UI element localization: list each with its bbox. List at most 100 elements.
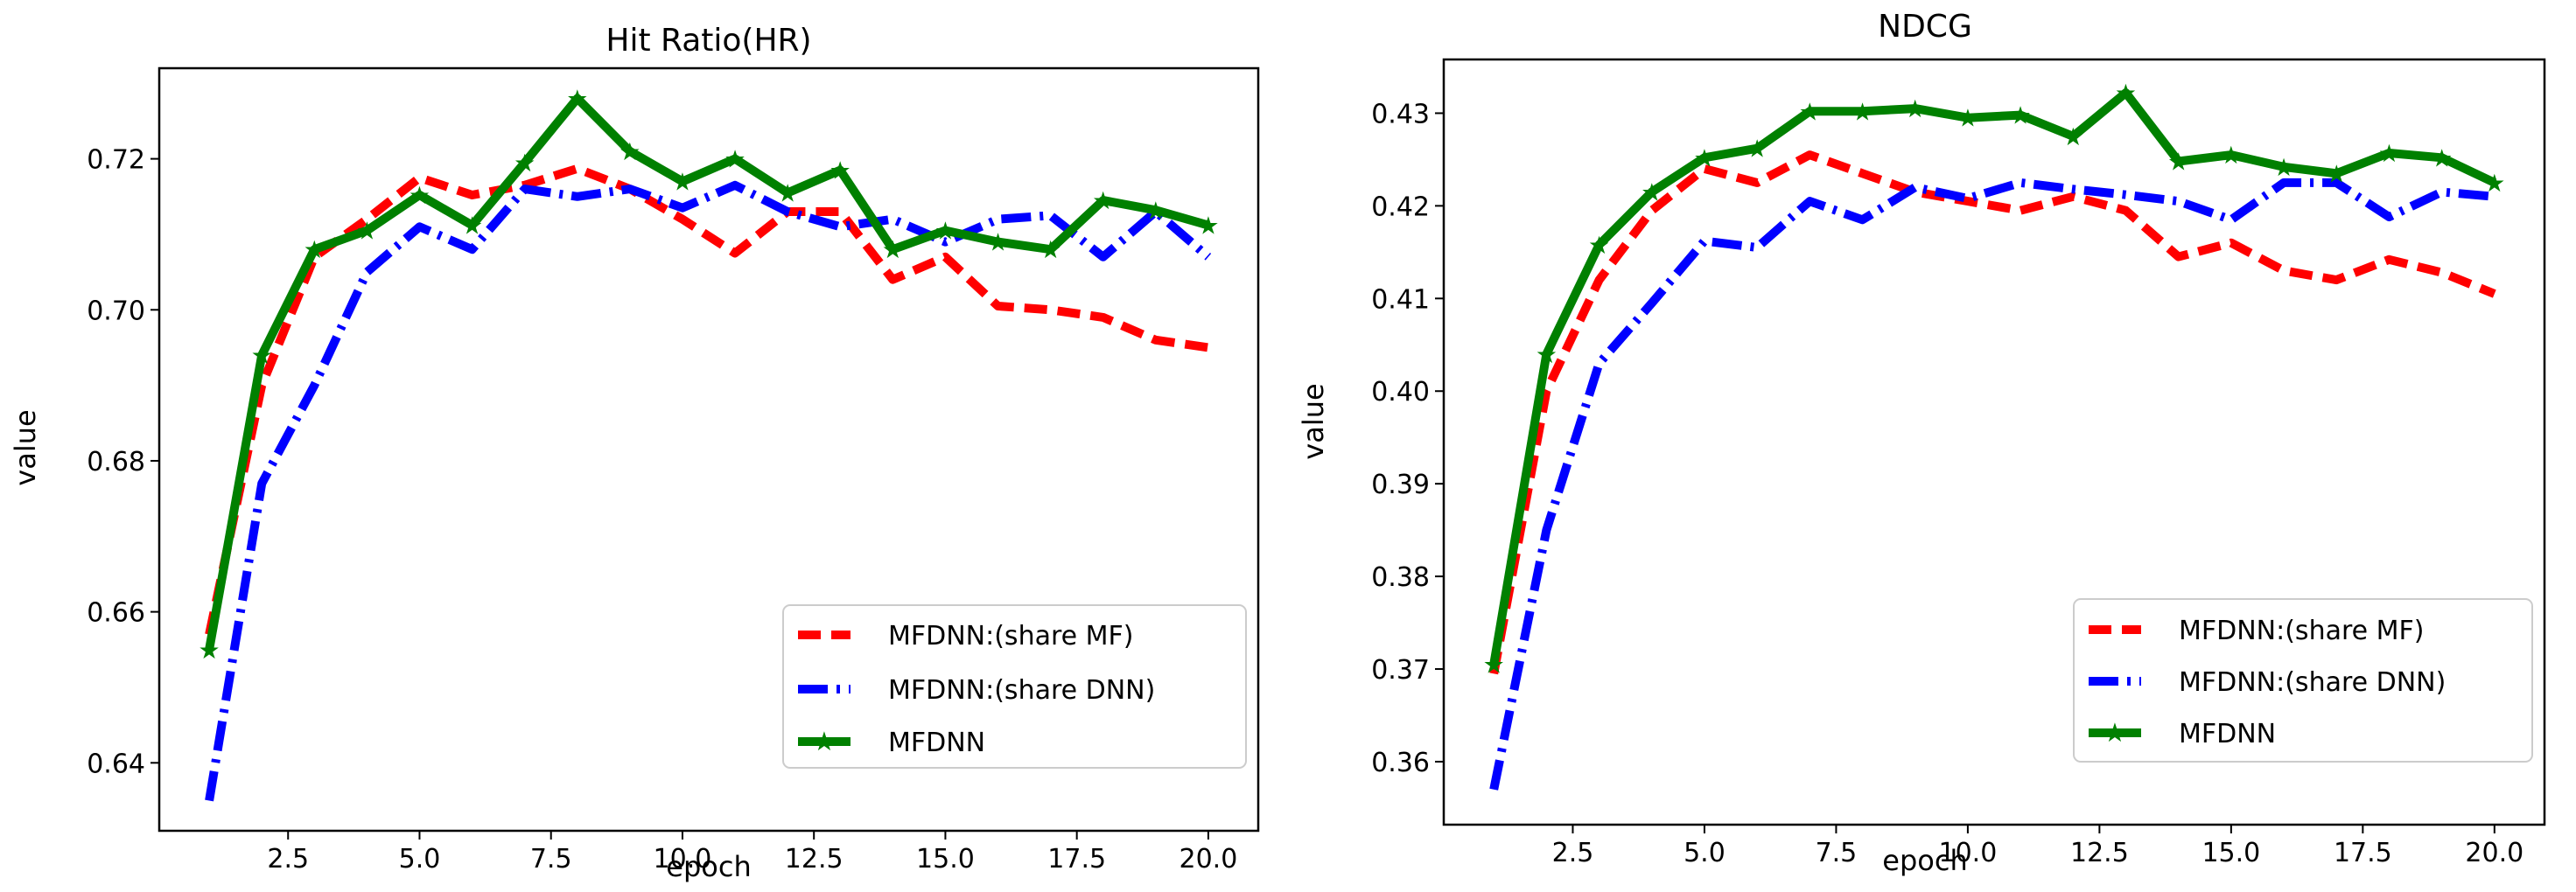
y-tick-label: 0.43 — [1371, 99, 1430, 129]
series-point-marker: ★ — [777, 178, 799, 207]
series-point-marker: ★ — [2483, 169, 2505, 198]
series-point-marker: ★ — [1588, 231, 1610, 260]
x-tick-label: 15.0 — [916, 844, 975, 875]
y-tick-label: 0.68 — [87, 447, 145, 477]
series-point-marker: ★ — [1904, 94, 1926, 123]
series-point-marker: ★ — [1197, 212, 1219, 240]
x-tick-label: 5.0 — [1684, 838, 1726, 868]
x-axis-label: epoch — [1882, 844, 1967, 877]
y-tick-label: 0.72 — [87, 145, 145, 176]
legend-label-share-mf: MFDNN:(share MF) — [888, 621, 1133, 652]
legend: MFDNN:(share MF) MFDNN:(share DNN) ★ MFD… — [2073, 598, 2533, 763]
series-point-marker: ★ — [1040, 235, 1061, 264]
series-point-marker: ★ — [724, 145, 746, 174]
series-point-marker: ★ — [1092, 186, 1114, 215]
legend-label-share-mf: MFDNN:(share MF) — [2179, 616, 2424, 646]
series-point-marker: ★ — [514, 149, 536, 178]
y-tick-label: 0.36 — [1371, 748, 1430, 778]
y-tick-label: 0.64 — [87, 749, 145, 779]
x-axis-label: epoch — [666, 850, 751, 883]
legend-label-share-dnn: MFDNN:(share DNN) — [2179, 667, 2446, 698]
x-tick-label: 12.5 — [2070, 838, 2129, 868]
legend-label-mfdnn: MFDNN — [2179, 719, 2276, 749]
x-tick-label: 17.5 — [1047, 844, 1106, 875]
series-point-marker: ★ — [2378, 139, 2400, 168]
series-point-marker: ★ — [1483, 651, 1505, 679]
x-tick-label: 2.5 — [267, 844, 309, 875]
series-point-marker: ★ — [461, 212, 483, 240]
y-tick-label: 0.42 — [1371, 192, 1430, 222]
x-tick-label: 7.5 — [530, 844, 572, 875]
legend-star-mfdnn: ★ — [2104, 718, 2127, 749]
y-tick-label: 0.39 — [1371, 470, 1430, 500]
chart-hit-ratio: Hit Ratio(HR) value epoch ★★★★★★★★★★★★★★… — [9, 23, 1260, 883]
x-tick-label: 17.5 — [2334, 838, 2392, 868]
series-line — [1489, 178, 2496, 791]
x-tick-label: 7.5 — [1816, 838, 1858, 868]
series-point-marker: ★ — [882, 235, 904, 264]
chart-ndcg: NDCG value epoch ★ ★ ★ ★ ★ ★ ★ ★ ★ ★ ★ ★ ★ ★ ★ ★ ★ ★ ★ ★ 2.… — [1297, 9, 2546, 877]
series-point-marker: ★ — [199, 636, 220, 665]
legend-star-mfdnn: ★ — [813, 727, 836, 757]
series-point-marker: ★ — [2115, 79, 2137, 108]
plot-frame — [1442, 58, 2546, 826]
plot-series: ★ ★ ★ ★ ★ ★ ★ ★ ★ ★ ★ ★ ★ ★ ★ ★ ★ ★ ★ ★ — [199, 85, 1219, 802]
y-tick-label: 0.41 — [1371, 284, 1430, 315]
x-tick-label: 10.0 — [1939, 838, 1998, 868]
plot-series: ★ ★ ★ ★ ★ ★ ★ ★ ★ ★ ★ ★ ★ ★ ★ ★ ★ ★ ★ ★ — [1483, 79, 2505, 791]
series-point-marker: ★ — [671, 168, 693, 197]
series-point-marker: ★ — [1641, 178, 1662, 206]
series-point-marker: ★ — [1536, 340, 1558, 369]
series-point-marker: ★ — [1799, 97, 1821, 126]
series-point-marker: ★ — [2062, 122, 2084, 151]
y-axis-label: value — [1297, 383, 1330, 459]
x-tick-label: 10.0 — [654, 844, 712, 875]
series-point-marker: ★ — [1852, 97, 1873, 126]
y-tick-label: 0.70 — [87, 296, 145, 326]
legend-box — [782, 604, 1247, 769]
series-point-marker: ★ — [2010, 101, 2032, 130]
plot-frame — [158, 66, 1260, 833]
series-point-marker: ★ — [2431, 143, 2453, 172]
legend: MFDNN:(share MF) MFDNN:(share DNN) ★ MFD… — [782, 604, 1247, 769]
series-point-marker: ★ — [1746, 135, 1768, 164]
legend-box — [2073, 598, 2533, 763]
series-point-marker: ★ — [987, 228, 1009, 257]
y-tick-label: 0.66 — [87, 598, 145, 629]
series-point-marker: ★ — [1693, 143, 1715, 172]
x-tick-label: 5.0 — [399, 844, 441, 875]
series-point-marker: ★ — [2326, 159, 2348, 188]
series-point-marker: ★ — [830, 157, 851, 185]
series-point-marker: ★ — [251, 341, 273, 370]
series-point-marker: ★ — [2272, 153, 2294, 182]
series-point-marker: ★ — [304, 235, 326, 264]
series-line — [1489, 150, 2496, 675]
series-point-marker: ★ — [2220, 141, 2242, 170]
series-point-marker: ★ — [2167, 148, 2189, 177]
y-axis-label: value — [9, 409, 42, 485]
series-line — [205, 180, 1212, 802]
series-point-marker: ★ — [619, 137, 640, 166]
legend-label-mfdnn: MFDNN — [888, 728, 985, 758]
series-point-marker: ★ — [566, 85, 588, 114]
x-tick-label: 2.5 — [1552, 838, 1594, 868]
y-tick-label: 0.38 — [1371, 562, 1430, 593]
series-point-marker: ★ — [1144, 196, 1166, 225]
x-tick-label: 20.0 — [1180, 844, 1238, 875]
x-tick-label: 12.5 — [785, 844, 844, 875]
series-point-marker: ★ — [1956, 104, 1978, 133]
series-line — [1489, 88, 2496, 666]
legend-label-share-dnn: MFDNN:(share DNN) — [888, 675, 1155, 706]
series-line — [205, 94, 1210, 651]
axis-ticks: 2.5 5.0 7.5 10.0 12.5 15.0 17.5 20.0 0.64 0.66 0.6… — [87, 145, 1237, 875]
y-tick-label: 0.37 — [1371, 655, 1430, 686]
series-point-marker: ★ — [356, 217, 378, 246]
chart-title: NDCG — [1878, 9, 1972, 45]
series-point-marker: ★ — [934, 217, 956, 246]
series-line — [205, 164, 1209, 636]
y-tick-label: 0.40 — [1371, 377, 1430, 408]
chart-title: Hit Ratio(HR) — [606, 23, 811, 59]
x-tick-label: 15.0 — [2202, 838, 2260, 868]
x-tick-label: 20.0 — [2465, 838, 2524, 868]
